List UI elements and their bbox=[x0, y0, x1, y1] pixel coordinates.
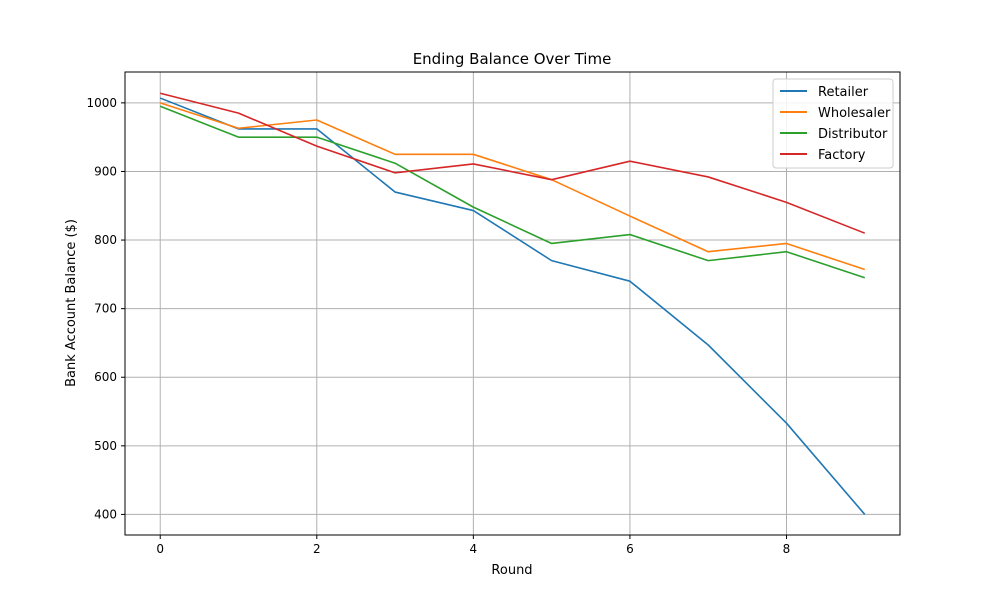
x-tick-label: 2 bbox=[313, 542, 321, 556]
x-tick-label: 6 bbox=[626, 542, 634, 556]
y-axis-label: Bank Account Balance ($) bbox=[64, 219, 79, 387]
y-tick-label: 700 bbox=[94, 302, 117, 316]
legend-label-factory: Factory bbox=[818, 148, 866, 163]
chart-title: Ending Balance Over Time bbox=[413, 50, 612, 68]
y-tick-label: 500 bbox=[94, 439, 117, 453]
y-tick-label: 1000 bbox=[86, 96, 117, 110]
axis-ticks: 0 2 4 6 8 400 500 600 700 800 900 1000 bbox=[86, 96, 790, 556]
plot-frame bbox=[124, 71, 901, 536]
x-tick-label: 8 bbox=[783, 542, 791, 556]
y-tick-label: 600 bbox=[94, 370, 117, 384]
legend-label-retailer: Retailer bbox=[818, 85, 869, 100]
series-line-wholesaler bbox=[159, 102, 866, 271]
legend: Retailer Wholesaler Distributor Factory bbox=[772, 78, 894, 169]
y-tick-label: 400 bbox=[94, 507, 117, 521]
legend-label-distributor: Distributor bbox=[818, 127, 888, 142]
series-lines bbox=[159, 92, 866, 515]
y-tick-label: 900 bbox=[94, 164, 117, 178]
x-axis-label: Round bbox=[491, 563, 532, 578]
x-tick-label: 4 bbox=[470, 542, 478, 556]
x-tick-label: 0 bbox=[156, 542, 164, 556]
legend-box bbox=[772, 78, 894, 169]
series-line-distributor bbox=[159, 105, 866, 279]
series-line-factory bbox=[160, 92, 866, 234]
y-tick-label: 800 bbox=[94, 233, 117, 247]
legend-label-wholesaler: Wholesaler bbox=[818, 106, 891, 121]
